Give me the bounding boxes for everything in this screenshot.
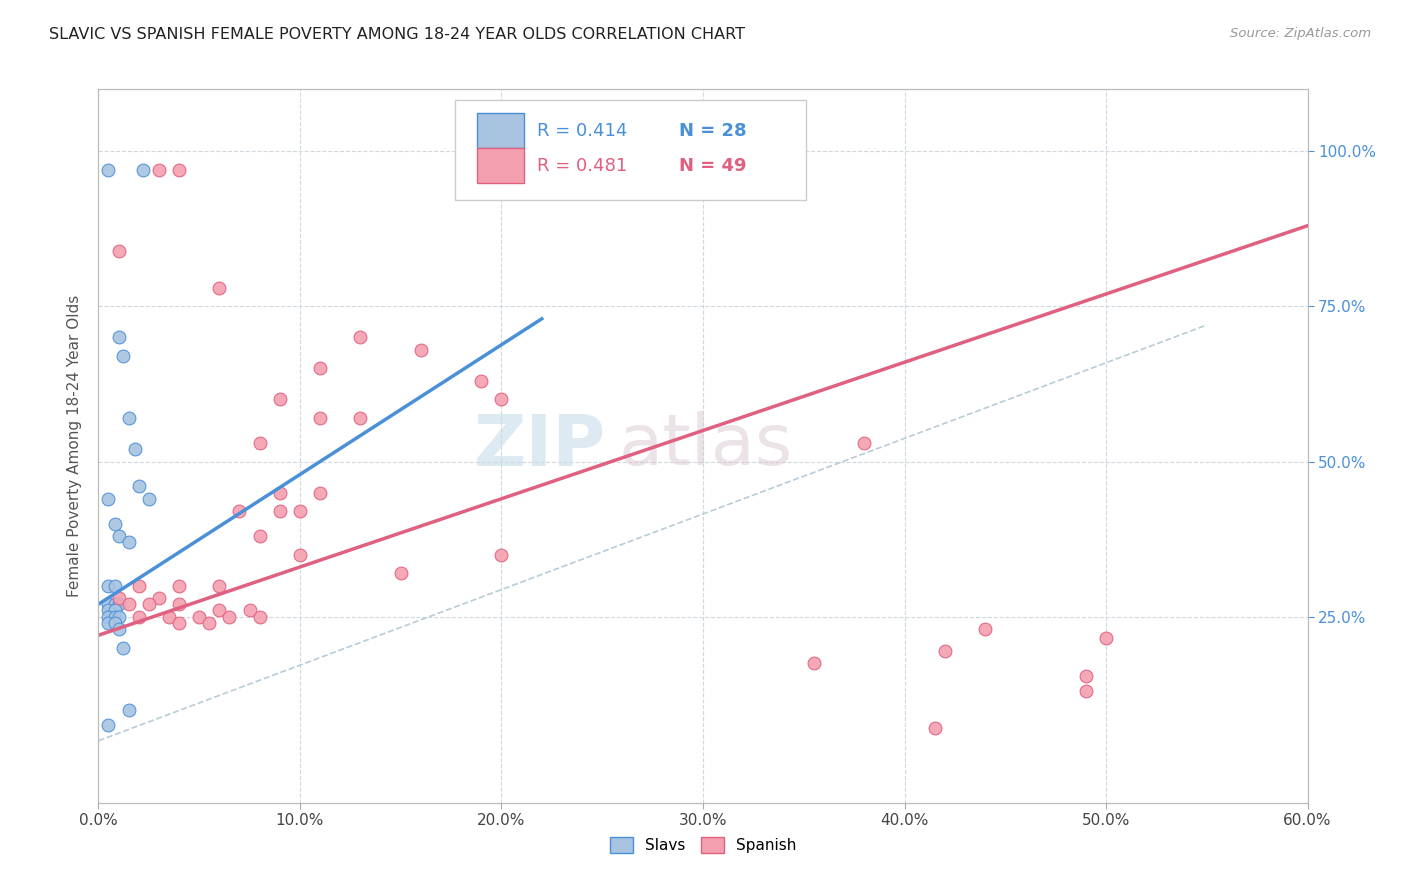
Point bbox=[107, 609, 129, 624]
Point bbox=[97, 491, 120, 506]
Y-axis label: Female Poverty Among 18-24 Year Olds: Female Poverty Among 18-24 Year Olds bbox=[67, 295, 83, 597]
Point bbox=[97, 579, 120, 593]
Point bbox=[309, 361, 332, 376]
Point bbox=[491, 548, 513, 562]
Point bbox=[103, 615, 125, 630]
Point bbox=[111, 349, 134, 363]
Point bbox=[974, 622, 997, 636]
Legend: Slavs, Spanish: Slavs, Spanish bbox=[603, 831, 803, 859]
Point bbox=[218, 609, 240, 624]
Point bbox=[128, 479, 150, 493]
Point bbox=[107, 244, 129, 258]
Point bbox=[188, 609, 211, 624]
Point bbox=[97, 603, 120, 617]
Point bbox=[107, 529, 129, 543]
Point bbox=[269, 485, 291, 500]
Text: N = 49: N = 49 bbox=[679, 157, 747, 175]
Point bbox=[97, 718, 120, 732]
Point bbox=[349, 411, 371, 425]
Point bbox=[249, 436, 271, 450]
Point bbox=[148, 591, 170, 605]
Point bbox=[167, 579, 190, 593]
Point bbox=[198, 615, 221, 630]
Point bbox=[138, 491, 160, 506]
Point bbox=[249, 529, 271, 543]
Point bbox=[409, 343, 432, 357]
Point bbox=[924, 722, 946, 736]
Point bbox=[249, 609, 271, 624]
Point bbox=[591, 162, 613, 177]
Point bbox=[124, 442, 146, 456]
Point bbox=[97, 609, 120, 624]
Point bbox=[157, 609, 180, 624]
Point bbox=[228, 504, 250, 518]
Point bbox=[288, 504, 311, 518]
FancyBboxPatch shape bbox=[477, 148, 524, 184]
Point bbox=[103, 609, 125, 624]
Point bbox=[349, 330, 371, 344]
Point bbox=[288, 548, 311, 562]
Point bbox=[132, 162, 155, 177]
Point bbox=[1074, 684, 1097, 698]
Text: ZIP: ZIP bbox=[474, 411, 606, 481]
Point bbox=[491, 392, 513, 407]
Point bbox=[309, 485, 332, 500]
Text: atlas: atlas bbox=[619, 411, 793, 481]
Point bbox=[103, 516, 125, 531]
Text: R = 0.481: R = 0.481 bbox=[537, 157, 627, 175]
Point bbox=[107, 591, 129, 605]
Point bbox=[269, 392, 291, 407]
Point bbox=[118, 597, 141, 611]
Point bbox=[853, 436, 876, 450]
Point bbox=[167, 162, 190, 177]
Point bbox=[208, 579, 231, 593]
FancyBboxPatch shape bbox=[477, 112, 524, 148]
Point bbox=[208, 281, 231, 295]
Point bbox=[167, 597, 190, 611]
Point bbox=[107, 622, 129, 636]
Point bbox=[128, 609, 150, 624]
Point bbox=[1074, 668, 1097, 682]
Point bbox=[148, 162, 170, 177]
Point bbox=[138, 597, 160, 611]
Point bbox=[167, 615, 190, 630]
Point bbox=[103, 597, 125, 611]
Point bbox=[389, 566, 412, 581]
Point bbox=[1095, 632, 1118, 646]
Point bbox=[97, 597, 120, 611]
Point bbox=[118, 703, 141, 717]
Text: SLAVIC VS SPANISH FEMALE POVERTY AMONG 18-24 YEAR OLDS CORRELATION CHART: SLAVIC VS SPANISH FEMALE POVERTY AMONG 1… bbox=[49, 27, 745, 42]
Text: R = 0.414: R = 0.414 bbox=[537, 121, 627, 139]
Point bbox=[934, 644, 956, 658]
Point bbox=[269, 504, 291, 518]
Point bbox=[97, 162, 120, 177]
Point bbox=[107, 597, 129, 611]
Point bbox=[803, 656, 825, 670]
FancyBboxPatch shape bbox=[456, 100, 806, 200]
Point bbox=[107, 330, 129, 344]
Text: N = 28: N = 28 bbox=[679, 121, 747, 139]
Point bbox=[239, 603, 262, 617]
Point bbox=[309, 411, 332, 425]
Point bbox=[470, 374, 492, 388]
Point bbox=[103, 603, 125, 617]
Point bbox=[118, 535, 141, 549]
Point bbox=[128, 579, 150, 593]
Point bbox=[208, 603, 231, 617]
Point bbox=[103, 579, 125, 593]
Point bbox=[118, 411, 141, 425]
Text: Source: ZipAtlas.com: Source: ZipAtlas.com bbox=[1230, 27, 1371, 40]
Point bbox=[97, 615, 120, 630]
Point bbox=[111, 640, 134, 655]
